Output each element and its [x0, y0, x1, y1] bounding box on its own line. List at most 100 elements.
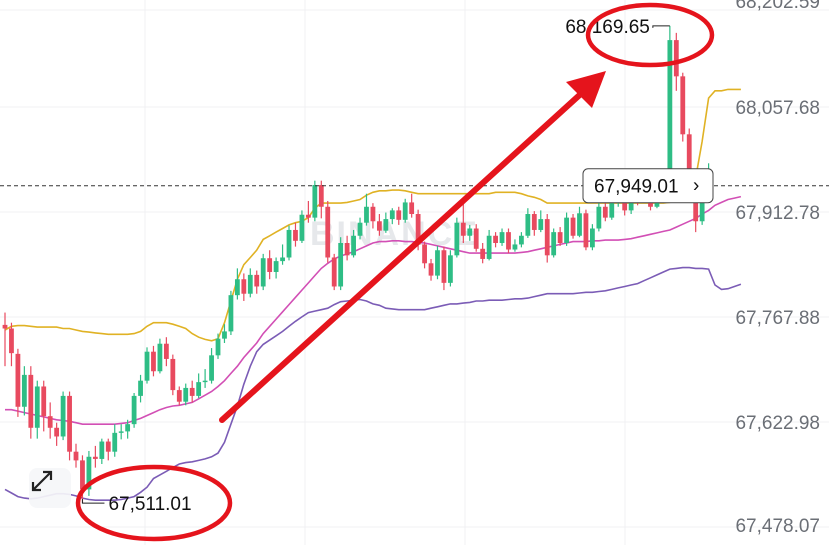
candle	[202, 369, 208, 388]
y-axis-tick-label: 68,202.59	[735, 0, 820, 13]
candle-body	[344, 243, 350, 256]
candle	[318, 180, 324, 219]
candle-body	[351, 235, 356, 256]
candle	[15, 348, 21, 417]
expand-button[interactable]	[29, 468, 71, 508]
candle	[267, 250, 273, 280]
candle	[138, 374, 143, 403]
candle-body	[364, 206, 369, 223]
candle-body	[196, 382, 202, 396]
candle	[441, 246, 447, 291]
candle	[493, 232, 498, 248]
candle	[163, 337, 169, 367]
candle	[596, 199, 602, 232]
candle-body	[486, 235, 492, 259]
candle-body	[286, 229, 292, 258]
candle-body	[389, 210, 395, 220]
candle	[151, 345, 156, 377]
candle	[67, 391, 72, 461]
low-marker-line	[81, 499, 105, 504]
candle-body	[383, 219, 389, 231]
candle-body	[247, 274, 253, 294]
candle-body	[151, 351, 156, 372]
candle	[525, 208, 531, 238]
candle-body	[396, 210, 402, 220]
candle	[602, 202, 608, 222]
candle-body	[699, 185, 705, 222]
candle	[564, 212, 569, 246]
candle-body	[67, 395, 72, 452]
candle	[389, 208, 395, 225]
candle	[428, 258, 434, 281]
candle	[209, 348, 214, 384]
candle	[157, 338, 163, 374]
expand-icon	[31, 470, 53, 492]
candle	[112, 424, 118, 457]
trend-arrow-shaft	[219, 88, 587, 423]
candle-body	[667, 40, 673, 186]
candle-body	[519, 235, 524, 245]
candle-body	[80, 460, 85, 490]
candle-body	[557, 232, 563, 244]
candle-body	[531, 214, 537, 230]
candle-body	[15, 353, 21, 407]
candle	[338, 237, 344, 291]
candle-body	[183, 387, 189, 402]
candle	[241, 273, 247, 301]
candle-body	[118, 431, 124, 433]
candle	[364, 193, 369, 226]
y-axis: 68,202.59 68,057.68 67,912.78 67,767.88 67,6…	[735, 0, 820, 537]
candle-body	[551, 232, 557, 256]
candle	[486, 229, 492, 261]
candle	[422, 241, 427, 269]
candle-body	[222, 331, 227, 339]
candle-body	[596, 206, 602, 229]
candle-body	[28, 374, 34, 428]
candle	[92, 445, 98, 468]
high-price-label: 68,169.65	[565, 17, 650, 38]
candle	[544, 214, 550, 263]
candle	[351, 229, 356, 258]
candle-body	[228, 295, 234, 332]
candle	[344, 235, 350, 261]
candle	[590, 224, 595, 251]
candle	[357, 217, 363, 240]
candle-body	[9, 328, 14, 354]
current-price-box	[582, 168, 714, 204]
candle	[376, 214, 382, 236]
candle-body	[92, 456, 98, 459]
candle	[551, 228, 557, 258]
y-axis-tick-label: 67,912.78	[735, 203, 820, 224]
candle-body	[357, 222, 363, 236]
y-axis-tick-label: 68,057.68	[735, 98, 820, 119]
candle-body	[86, 456, 92, 490]
candle	[286, 225, 292, 261]
candle	[105, 438, 111, 461]
candle-body	[454, 222, 460, 256]
candle-body	[54, 427, 60, 437]
candle-body	[402, 202, 408, 220]
candle-body	[254, 274, 260, 287]
candle	[189, 380, 195, 403]
candle	[409, 193, 415, 218]
candle	[531, 211, 537, 236]
candle-body	[299, 214, 305, 241]
candle	[280, 244, 285, 265]
candle-body	[447, 255, 453, 283]
chevron-right-icon: ›	[693, 176, 699, 197]
candle-body	[73, 451, 79, 461]
candle-body	[144, 351, 150, 381]
candle-body	[422, 244, 427, 264]
candle	[680, 72, 686, 142]
candle-body	[305, 214, 311, 218]
candle-body	[41, 386, 47, 417]
candle-body	[138, 380, 143, 396]
candle	[73, 443, 79, 468]
low-circle	[75, 464, 233, 542]
candle	[325, 200, 331, 263]
candle	[228, 290, 234, 336]
candle	[396, 206, 402, 225]
